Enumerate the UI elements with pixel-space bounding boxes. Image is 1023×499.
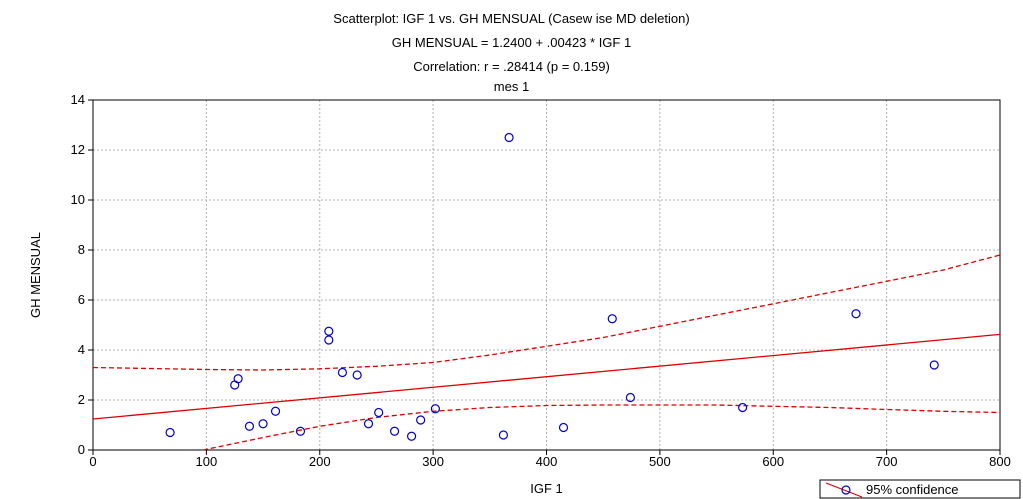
y-tick-label: 4 [78,342,85,357]
data-point [430,404,440,414]
y-tick-label: 14 [71,92,85,107]
x-tick-label: 200 [309,454,331,469]
legend: 95% confidence [819,479,1021,499]
x-tick-label: 400 [536,454,558,469]
data-point [352,370,362,380]
data-point [607,314,617,324]
legend-box [819,479,1021,499]
regression-equation: GH MENSUAL = 1.2400 + .00423 * IGF 1 [391,35,632,50]
data-point [389,426,400,436]
y-tick-label: 2 [78,392,85,407]
data-point [416,415,426,425]
data-point [738,402,748,413]
data-point [165,427,175,438]
y-tick-label: 8 [78,242,85,257]
chart-title: Scatterplot: IGF 1 vs. GH MENSUAL (Casew… [333,11,690,26]
group-subtitle: mes 1 [493,79,530,94]
data-point [498,430,509,440]
legend-line-swatch [825,482,863,498]
x-tick-label: 800 [989,454,1011,469]
data-point [851,309,861,319]
data-point [324,326,334,336]
data-points [165,132,939,441]
y-tick-label: 0 [78,442,85,457]
data-point [363,419,374,429]
ci-upper-band [92,254,1001,371]
data-point [504,132,514,143]
legend-label: 95% confidence [866,482,959,497]
x-tick-label: 700 [876,454,898,469]
data-point [337,367,348,378]
grid-lines [93,100,1000,450]
x-tick-label: 0 [89,454,96,469]
data-point [258,419,268,429]
y-tick-label: 6 [78,292,85,307]
correlation-text: Correlation: r = .28414 (p = 0.159) [413,59,610,74]
y-tick-label: 10 [71,192,85,207]
data-point [295,426,306,436]
data-point [270,406,281,416]
x-tick-label: 300 [422,454,444,469]
legend-marker-swatch [841,485,851,495]
data-point [406,431,417,441]
regression-line-group [92,333,1001,420]
data-point [244,421,255,431]
x-tick-label: 600 [762,454,784,469]
data-point [929,360,939,370]
x-tick-label: 100 [196,454,218,469]
ci-lower-band [202,404,1001,451]
data-point [374,407,384,418]
data-point [233,374,243,384]
confidence-bands [92,254,1001,451]
axis-ticks: 0 100 200 300 400 500 600 700 800 0 2 4 6 8 10 12 14 [71,92,1011,469]
data-point [625,392,635,403]
y-axis-label: GH MENSUAL [28,232,43,318]
x-axis-label: IGF 1 [530,481,563,496]
data-point [558,422,569,433]
data-point [324,335,334,345]
regression-line [92,333,1001,420]
x-tick-label: 500 [649,454,671,469]
y-tick-label: 12 [71,142,85,157]
